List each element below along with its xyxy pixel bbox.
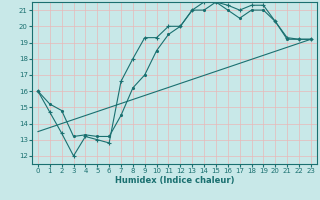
X-axis label: Humidex (Indice chaleur): Humidex (Indice chaleur) xyxy=(115,176,234,185)
